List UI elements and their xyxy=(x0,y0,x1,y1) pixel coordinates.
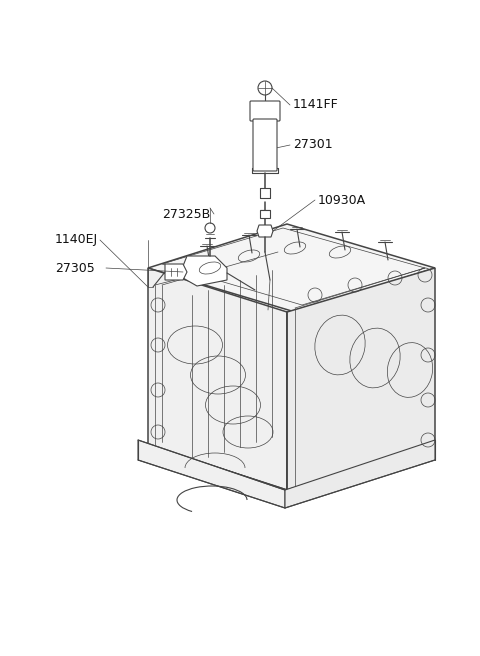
Text: 27301: 27301 xyxy=(293,138,333,152)
Text: 1140EJ: 1140EJ xyxy=(55,234,98,247)
Text: 1141FF: 1141FF xyxy=(293,98,339,112)
Polygon shape xyxy=(287,268,435,490)
Polygon shape xyxy=(148,224,435,312)
Polygon shape xyxy=(183,256,227,286)
Polygon shape xyxy=(257,225,273,237)
Polygon shape xyxy=(138,440,285,508)
FancyBboxPatch shape xyxy=(260,210,270,218)
Text: 10930A: 10930A xyxy=(318,194,366,207)
Polygon shape xyxy=(285,440,435,508)
Polygon shape xyxy=(148,268,287,490)
FancyBboxPatch shape xyxy=(250,101,280,121)
Text: 27305: 27305 xyxy=(55,262,95,274)
FancyBboxPatch shape xyxy=(253,119,277,171)
Text: 27325B: 27325B xyxy=(162,207,210,220)
Polygon shape xyxy=(165,264,187,280)
